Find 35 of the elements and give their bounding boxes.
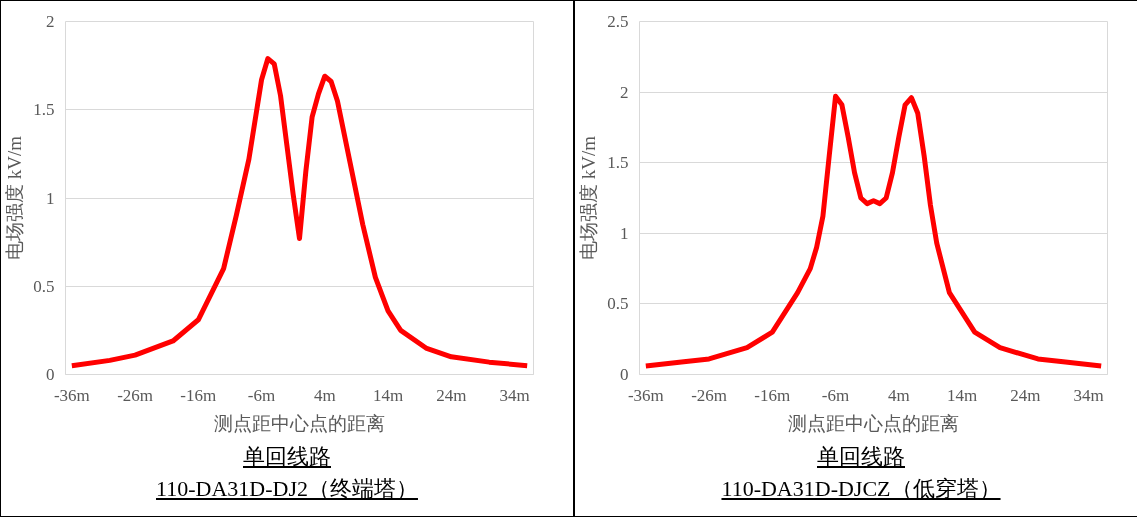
y-tick-label: 0: [620, 365, 629, 384]
x-axis-title: 测点距中心点的距离: [788, 412, 959, 434]
y-tick-label: 1.5: [607, 153, 629, 173]
x-tick-label: 4m: [313, 385, 336, 405]
x-axis-title: 测点距中心点的距离: [214, 412, 385, 434]
y-tick-label: 1: [46, 188, 55, 208]
x-tick-label: 34m: [499, 385, 530, 405]
x-tick-label: -26m: [691, 385, 728, 405]
y-tick-label: 0.5: [607, 294, 629, 314]
y-axis-title: 电场强度 kV/m: [578, 135, 600, 261]
y-tick-label: 1: [620, 223, 629, 243]
y-tick-label: 2.5: [607, 12, 629, 31]
text: 110-DA31D-DJ2（终端塔）: [156, 476, 418, 501]
y-tick-label: 2: [620, 82, 629, 102]
x-tick-label: -6m: [247, 385, 276, 405]
text: 单回线路: [817, 444, 905, 469]
x-tick-label: -36m: [53, 385, 90, 405]
x-tick-label: 14m: [372, 385, 404, 405]
x-tick-label: 14m: [946, 385, 978, 405]
x-tick-label: 4m: [887, 385, 910, 405]
x-tick-label: -16m: [754, 385, 791, 405]
y-tick-label: 2: [46, 12, 55, 31]
x-tick-label: -6m: [821, 385, 850, 405]
x-tick-label: 24m: [1010, 385, 1041, 405]
x-tick-label: -16m: [180, 385, 217, 405]
x-tick-label: 34m: [1073, 385, 1104, 405]
x-tick-label: -36m: [627, 385, 664, 405]
text: 110-DA31D-DJCZ（低穿塔）: [721, 476, 1001, 501]
y-axis-title: 电场强度 kV/m: [4, 135, 26, 261]
y-tick-label: 1.5: [33, 100, 55, 120]
y-tick-label: 0: [46, 365, 55, 384]
x-tick-label: -26m: [117, 385, 154, 405]
x-tick-label: 24m: [436, 385, 467, 405]
text: 单回线路: [243, 444, 331, 469]
y-tick-label: 0.5: [33, 276, 55, 296]
